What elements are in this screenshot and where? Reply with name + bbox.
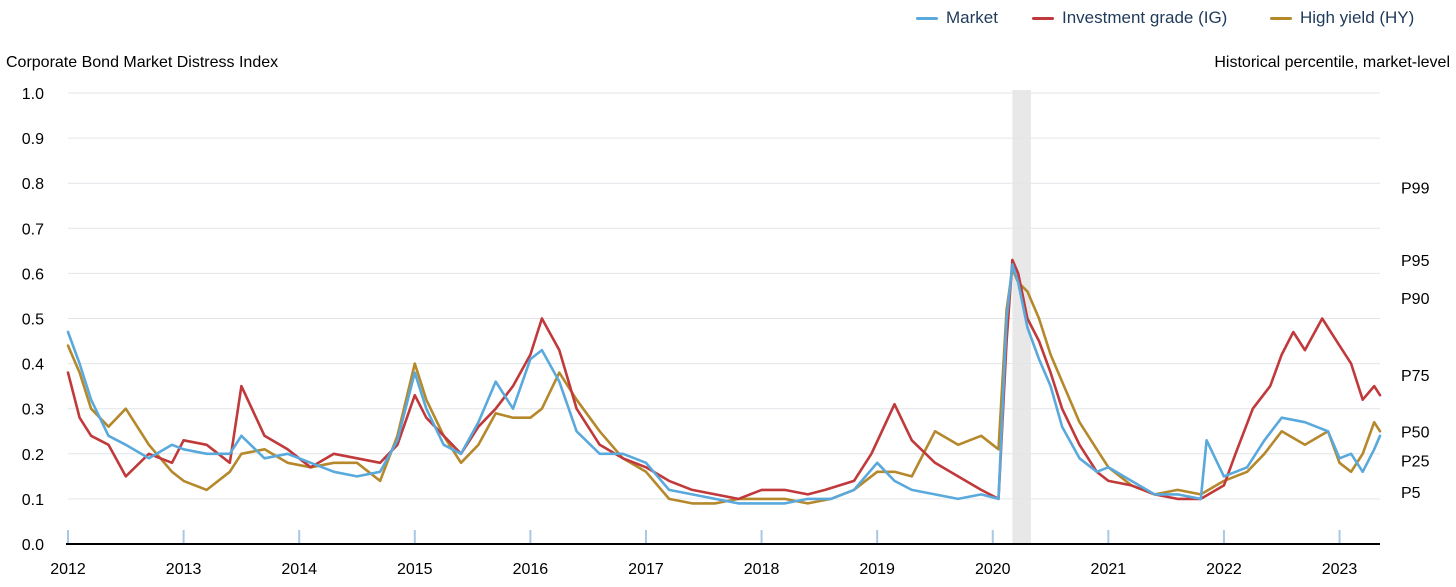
percentile-label: P5 — [1401, 485, 1421, 502]
series-line-hy — [66, 267, 1382, 505]
y-tick-label: 1.0 — [22, 86, 44, 103]
x-tick-label: 2012 — [50, 561, 86, 578]
percentile-label: P95 — [1401, 253, 1430, 270]
y-tick-label: 0.9 — [22, 131, 44, 148]
legend-item-market: Market — [916, 8, 998, 28]
y-tick-label: 0.2 — [22, 447, 44, 464]
y-tick-label: 0.0 — [22, 537, 44, 554]
y-tick-label: 0.3 — [22, 402, 44, 419]
x-tick-label: 2016 — [513, 561, 549, 578]
legend-label-market: Market — [946, 8, 998, 27]
percentile-label: P75 — [1401, 368, 1430, 385]
y-tick-label: 0.6 — [22, 266, 44, 283]
percentile-label: P99 — [1401, 181, 1430, 198]
percentile-label: P50 — [1401, 424, 1430, 441]
legend-swatch-ig — [1032, 17, 1054, 21]
legend-item-hy: High yield (HY) — [1270, 8, 1414, 28]
legend-label-hy: High yield (HY) — [1300, 8, 1415, 27]
x-tick-label: 2017 — [628, 561, 664, 578]
series-line-ig — [66, 258, 1382, 501]
y-axis-title: Corporate Bond Market Distress Index — [6, 54, 279, 71]
x-tick-label: 2014 — [281, 561, 317, 578]
legend-item-ig: Investment grade (IG) — [1032, 8, 1227, 28]
x-tick-label: 2013 — [166, 561, 202, 578]
y-tick-label: 0.7 — [22, 221, 44, 238]
x-tick-label: 2020 — [975, 561, 1011, 578]
x-tick-label: 2023 — [1322, 561, 1358, 578]
x-tick-label: 2022 — [1206, 561, 1242, 578]
shaded-region — [1012, 90, 1031, 544]
percentile-label: P25 — [1401, 454, 1430, 471]
right-axis-title: Historical percentile, market-level — [1214, 54, 1450, 71]
legend-swatch-hy — [1270, 17, 1292, 21]
y-tick-label: 0.5 — [22, 312, 44, 329]
percentile-label: P90 — [1401, 291, 1430, 308]
x-tick-label: 2021 — [1091, 561, 1127, 578]
y-tick-label: 0.8 — [22, 176, 44, 193]
series-line-market — [66, 263, 1382, 505]
y-tick-label: 0.4 — [22, 357, 44, 374]
legend-label-ig: Investment grade (IG) — [1062, 8, 1228, 27]
x-tick-label: 2015 — [397, 561, 433, 578]
y-tick-label: 0.1 — [22, 492, 44, 509]
legend-swatch-market — [916, 17, 938, 21]
x-tick-label: 2019 — [859, 561, 895, 578]
x-tick-label: 2018 — [744, 561, 780, 578]
